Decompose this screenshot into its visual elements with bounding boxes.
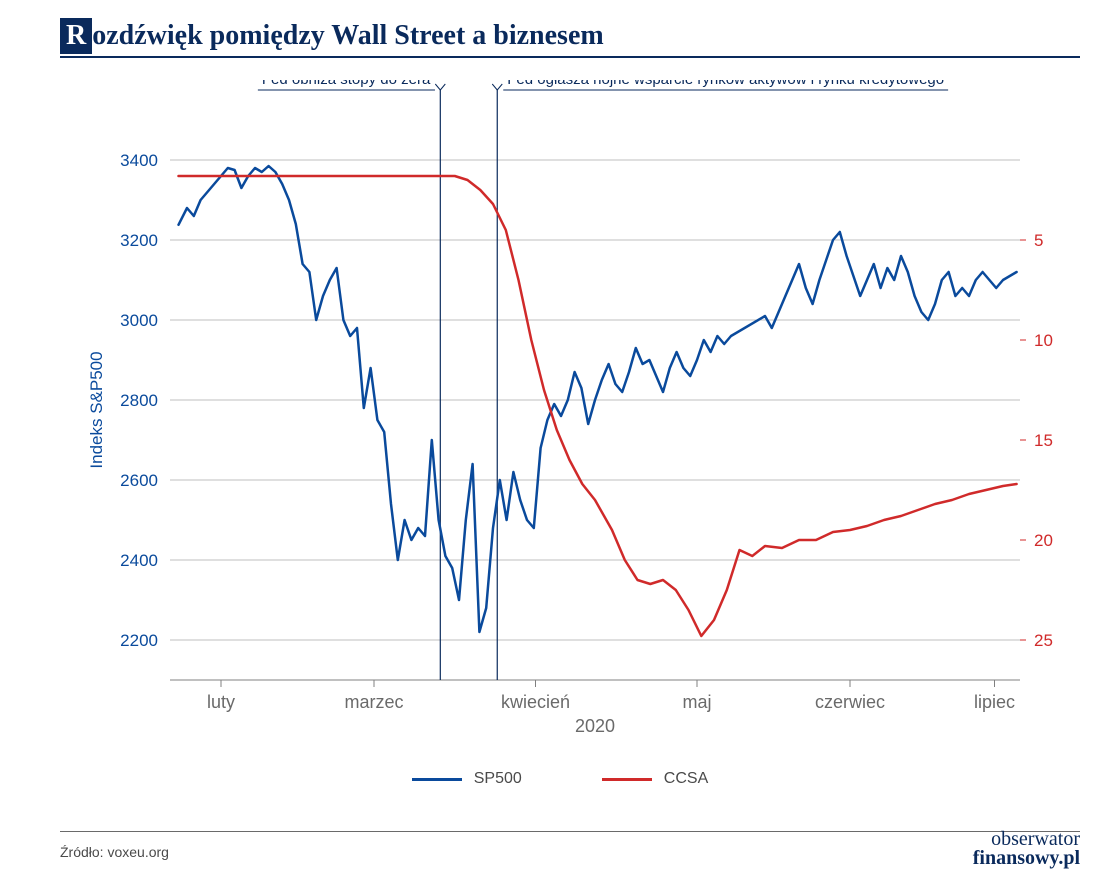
svg-text:Fed ogłasza hojne wsparcie ryn: Fed ogłasza hojne wsparcie rynków aktywó… [507, 80, 944, 88]
svg-text:czerwiec: czerwiec [815, 692, 885, 712]
title-initial: R [60, 18, 92, 54]
svg-text:25: 25 [1034, 631, 1053, 650]
svg-text:10: 10 [1034, 331, 1053, 350]
svg-text:2020: 2020 [575, 716, 615, 736]
title-underline [60, 56, 1080, 58]
svg-text:Przedłużane wnioski o zasiłek: Przedłużane wnioski o zasiłek dla bezrob… [1057, 230, 1060, 590]
svg-text:2600: 2600 [120, 471, 158, 490]
legend-label: SP500 [474, 770, 522, 788]
dual-axis-line-chart: 2200 2400 2600 2800 3000 3200 3400 5 10 15 20 25 lut… [60, 80, 1060, 760]
svg-text:2200: 2200 [120, 631, 158, 650]
svg-text:maj: maj [682, 692, 711, 712]
source-text: Źródło: voxeu.org [60, 844, 169, 860]
svg-text:3000: 3000 [120, 311, 158, 330]
footer-divider [60, 831, 1080, 832]
svg-text:5: 5 [1034, 231, 1043, 250]
svg-text:3400: 3400 [120, 151, 158, 170]
svg-text:15: 15 [1034, 431, 1053, 450]
legend-label: CCSA [664, 770, 708, 788]
svg-text:kwiecień: kwiecień [501, 692, 570, 712]
svg-text:luty: luty [207, 692, 235, 712]
legend-item-sp500: SP500 [412, 770, 522, 788]
svg-text:Indeks S&P500: Indeks S&P500 [87, 351, 106, 468]
logo-line2: finansowy.pl [973, 849, 1080, 868]
title-rest: ozdźwięk pomiędzy Wall Street a biznesem [92, 20, 603, 52]
legend-item-ccsa: CCSA [602, 770, 708, 788]
legend-swatch [412, 778, 462, 781]
svg-text:lipiec: lipiec [974, 692, 1015, 712]
svg-text:3200: 3200 [120, 231, 158, 250]
legend: SP500 CCSA [0, 770, 1120, 788]
chart-container: 2200 2400 2600 2800 3000 3200 3400 5 10 15 20 25 lut… [60, 80, 1060, 760]
svg-text:marzec: marzec [344, 692, 403, 712]
svg-text:2800: 2800 [120, 391, 158, 410]
svg-text:Fed obniża stopy do zera: Fed obniża stopy do zera [262, 80, 431, 88]
svg-text:2400: 2400 [120, 551, 158, 570]
legend-swatch [602, 778, 652, 781]
svg-text:20: 20 [1034, 531, 1053, 550]
chart-title: Rozdźwięk pomiędzy Wall Street a biznese… [60, 18, 604, 54]
publisher-logo: obserwator finansowy.pl [973, 830, 1080, 868]
